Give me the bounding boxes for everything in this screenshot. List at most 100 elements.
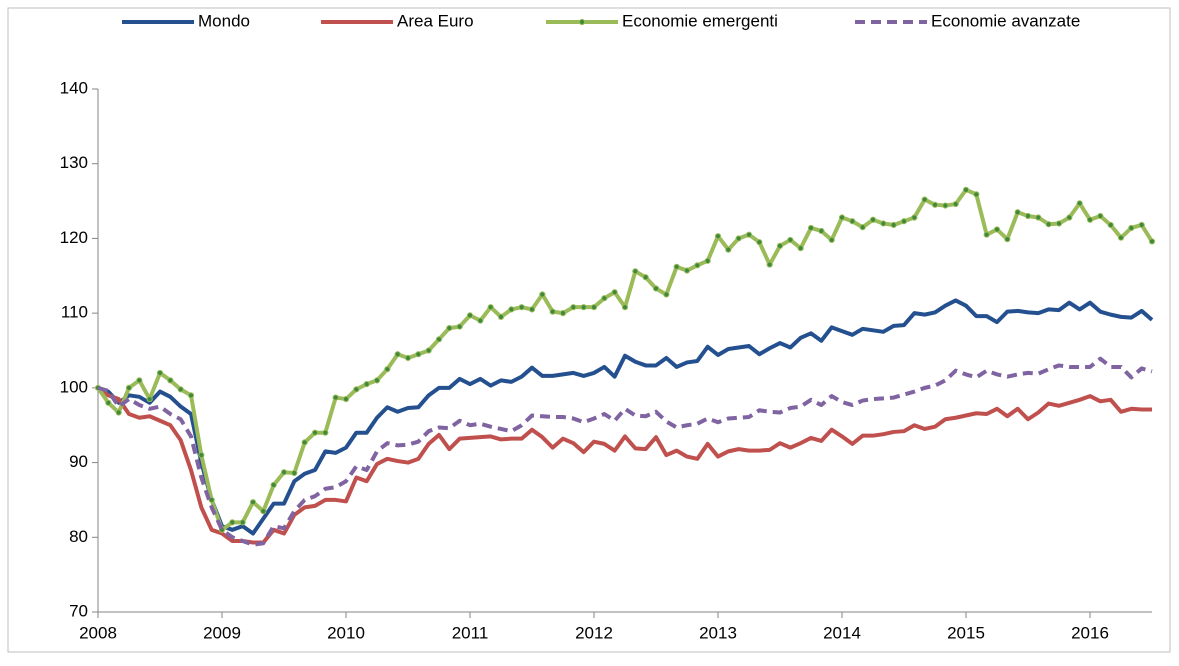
series-marker [828,236,835,244]
series-marker [745,231,753,238]
y-tick-label: 100 [60,377,88,396]
series-marker [136,377,143,384]
series-marker [291,469,298,477]
legend-label: Mondo [198,11,250,30]
series-marker [942,202,949,209]
series-marker [952,200,959,208]
series-marker [260,508,267,515]
legend-label: Economie emergenti [622,11,778,30]
series-marker [993,226,1001,233]
series-marker [518,304,525,311]
chart-frame [7,7,1171,653]
legend-label: Economie avanzate [931,11,1080,30]
series-marker [714,233,722,240]
series-marker [549,308,556,315]
series-marker [301,439,308,446]
y-tick-label: 70 [69,601,88,620]
series-marker [611,289,618,296]
series-marker [415,351,422,358]
series-marker [1014,209,1021,216]
series-marker [570,304,577,311]
series-marker [425,347,432,354]
series-marker [766,261,773,268]
series-marker [394,351,401,358]
series-marker [704,257,711,264]
legend-label: Area Euro [397,11,474,30]
series-marker [497,313,505,320]
series-marker [167,377,174,384]
series-marker [249,499,257,506]
series-marker [280,469,288,476]
x-tick-label: 2015 [947,623,985,642]
series-marker [890,221,897,229]
series-marker [198,452,205,459]
series-marker [694,262,701,269]
series-marker [363,381,370,388]
series-marker [508,306,515,313]
series-marker [838,214,846,221]
series-marker [601,295,608,302]
series-marker [900,218,908,225]
series-marker [156,369,164,377]
series-marker [973,191,980,198]
series-marker [1004,236,1011,243]
series-marker [353,386,360,393]
series-marker [911,214,918,221]
x-tick-label: 2013 [699,623,737,642]
series-marker [487,304,494,311]
series-marker [466,312,474,319]
series-marker [642,274,649,281]
series-marker [187,392,195,399]
series-marker [663,291,670,298]
y-tick-label: 110 [61,303,88,322]
x-tick-label: 2009 [203,623,241,642]
series-marker [342,395,350,403]
series-marker [673,263,680,270]
series-line [97,298,1154,536]
series-marker [477,317,484,324]
series-marker [735,235,742,242]
series-marker [404,354,412,362]
series-marker [931,201,939,208]
series-marker [807,224,815,232]
series-marker [239,519,246,526]
series-marker [1107,221,1114,229]
x-tick-label: 2008 [79,623,117,642]
series-marker [859,224,866,231]
series-marker [652,285,660,292]
y-tick-label: 130 [60,153,88,172]
legend: Mondo Area Euro Economie emergenti Economie… [122,11,1080,30]
series-marker [880,220,887,227]
series-marker [621,304,629,311]
series-marker [322,429,329,436]
series-marker [776,242,784,249]
x-tick-label: 2014 [823,623,861,642]
series-marker [1035,214,1042,221]
x-tick-label: 2016 [1071,623,1109,642]
series-marker [125,384,133,391]
y-tick-label: 120 [60,228,88,247]
series-marker [456,323,463,330]
series-marker [229,519,236,526]
series-marker [1024,212,1032,220]
series-marker [1086,216,1094,223]
series-marker [869,216,877,223]
series-marker [1128,224,1135,232]
series-marker [528,306,536,313]
series-marker [446,324,453,332]
series-marker [590,304,598,311]
series-marker [115,409,122,416]
series-marker [1055,220,1063,227]
series-marker [1117,234,1125,241]
series-marker [384,366,391,373]
series-marker [683,267,691,274]
series-marker [105,399,112,406]
series-marker [539,291,546,298]
series-marker [332,394,339,401]
y-tick-label: 80 [69,527,88,546]
series-marker [725,246,732,253]
x-tick-label: 2012 [575,623,613,642]
series-marker [921,196,928,203]
legend-marker [578,18,586,26]
